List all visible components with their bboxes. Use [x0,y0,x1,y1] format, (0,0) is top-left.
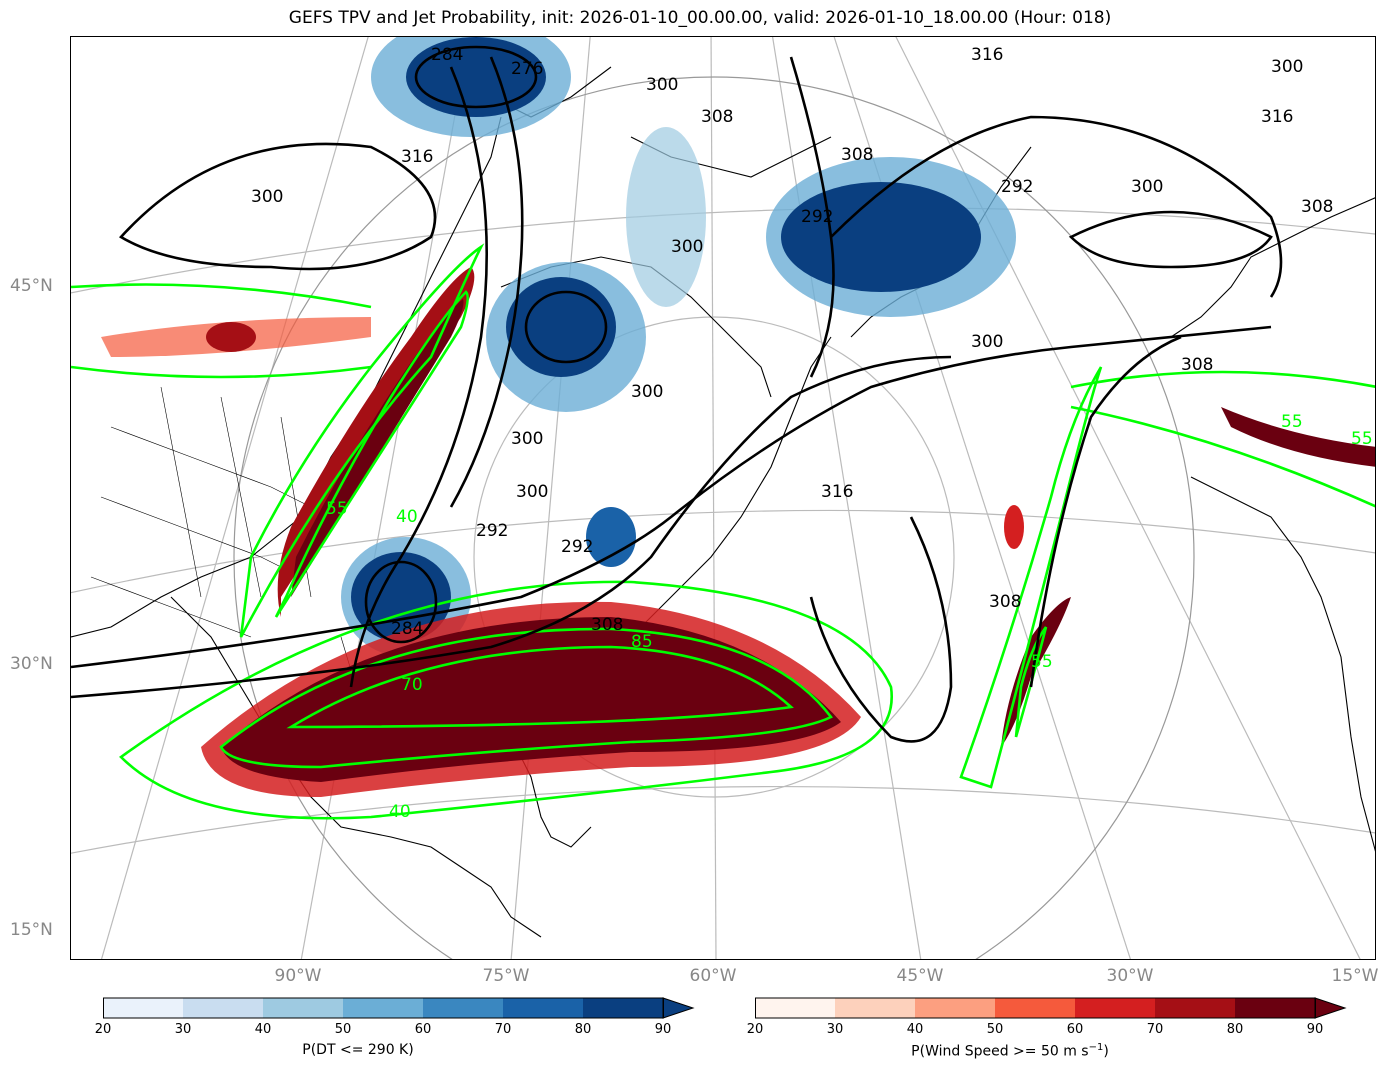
wind-colorbar-extend-arrow [1314,997,1347,1019]
wind-label-main: P(Wind Speed >= 50 m s [911,1043,1089,1060]
contour-label: 300 [971,332,1004,352]
contour-label: 308 [989,592,1022,612]
dt-colorbar-ticks: 20 30 40 50 60 70 80 90 [95,1022,703,1040]
contour-label: 292 [1001,177,1034,197]
contour-label: 308 [591,615,624,635]
lon-label-60w: 60°W [689,966,737,986]
contour-label: 276 [511,59,544,79]
wind-colorbar-label: P(Wind Speed >= 50 m s−1) [710,1042,1310,1060]
dt-colorbar-tick: 80 [574,1022,592,1037]
dt-colorbar-tick: 30 [174,1022,192,1037]
lon-label-75w: 75°W [482,966,530,986]
lat-label-45n: 45°N [10,276,53,296]
contour-label: 308 [701,107,734,127]
contour-label: 308 [1181,355,1214,375]
lat-label-15n: 15°N [10,920,53,940]
dt-colorbar-swatch [103,998,183,1018]
contour-label: 300 [1131,177,1164,197]
contour-label: 300 [646,75,679,95]
black-contours [71,45,1283,743]
lon-label-90w: 90°W [274,966,322,986]
contour-label: 284 [391,619,424,639]
contour-label: 300 [511,429,544,449]
lon-label-30w: 30°W [1106,966,1154,986]
dt-colorbar-extend-arrow [662,997,695,1019]
wind-colorbar-tick: 40 [906,1022,924,1037]
contour-label-green: 85 [631,632,653,652]
contour-label: 316 [1261,107,1294,127]
dt-colorbar-bar [103,997,695,1019]
wind-colorbar-swatch [995,998,1075,1018]
contour-label-green: 40 [396,507,418,527]
wind-colorbar-tick: 80 [1226,1022,1244,1037]
contour-label-green: 55 [326,499,348,519]
contour-label: 300 [671,237,704,257]
dt-colorbar-label: P(DT <= 290 K) [302,1042,414,1058]
dt-colorbar-swatch [263,998,343,1018]
dt-colorbar-tick: 20 [94,1022,112,1037]
contour-label-layer: 300 308 316 300 292 300 308 300 300 292 … [71,37,1375,959]
wind-colorbar-tick: 20 [746,1022,764,1037]
lon-label-45w: 45°W [896,966,944,986]
map-panel: 300 308 316 300 292 300 308 300 300 292 … [70,36,1376,960]
wind-colorbar-tick: 50 [986,1022,1004,1037]
contour-label: 292 [561,537,594,557]
contour-label-green: 55 [1351,429,1373,449]
chart-title: GEFS TPV and Jet Probability, init: 2026… [288,8,1112,28]
contour-label: 284 [431,45,464,65]
dt-colorbar-tick: 40 [254,1022,272,1037]
contour-label: 300 [1271,57,1304,77]
map-canvas [71,37,1375,959]
wind-colorbar-tick: 70 [1146,1022,1164,1037]
wind-colorbar-swatch [1155,998,1235,1018]
wind-colorbar-tick: 90 [1306,1022,1324,1037]
dt-colorbar-swatch [183,998,263,1018]
wind-colorbar-swatch [755,998,835,1018]
lat-label-30n: 30°N [10,654,53,674]
contour-label: 308 [841,145,874,165]
dt-colorbar-tick: 60 [414,1022,432,1037]
lon-label-15w: 15°W [1331,966,1379,986]
wind-colorbar-swatch [835,998,915,1018]
contour-label: 292 [476,521,509,541]
contour-label-green: 70 [401,675,423,695]
dt-probability-fill [341,37,1016,657]
contour-label: 292 [801,207,834,227]
wind-label-sup: −1 [1088,1042,1104,1053]
contour-label: 316 [971,45,1004,65]
wind-colorbar-ticks: 20 30 40 50 60 70 80 90 [747,1022,1355,1040]
contour-label: 300 [516,482,549,502]
contour-label: 300 [631,382,664,402]
wind-colorbar-swatch [915,998,995,1018]
contour-label: 316 [401,147,434,167]
dt-colorbar-tick: 90 [654,1022,672,1037]
dt-colorbar-swatch [343,998,423,1018]
wind-colorbar-swatch [1075,998,1155,1018]
dt-colorbar-tick: 70 [494,1022,512,1037]
contour-label: 308 [1301,197,1334,217]
wind-colorbar-swatch [1235,998,1315,1018]
wind-label-end: ) [1103,1043,1109,1060]
green-contours [71,243,1375,820]
dt-colorbar-tick: 50 [334,1022,352,1037]
wind-colorbar-bar [755,997,1347,1019]
contour-label-green: 55 [1281,412,1303,432]
wind-colorbar: 20 30 40 50 60 70 80 90 P(Wind Speed >= 50 m s−… [747,996,1355,1060]
wind-colorbar-tick: 30 [826,1022,844,1037]
contour-label: 300 [251,187,284,207]
contour-label-green: 40 [389,802,411,822]
dt-colorbar-swatch [423,998,503,1018]
wind-colorbar-tick: 60 [1066,1022,1084,1037]
dt-colorbar: 20 30 40 50 60 70 80 90 P(DT <= 290 K) [95,996,703,1058]
dt-colorbar-swatch [503,998,583,1018]
dt-colorbar-swatch [583,998,663,1018]
contour-label-green: 55 [1031,652,1053,672]
contour-label: 316 [821,482,854,502]
